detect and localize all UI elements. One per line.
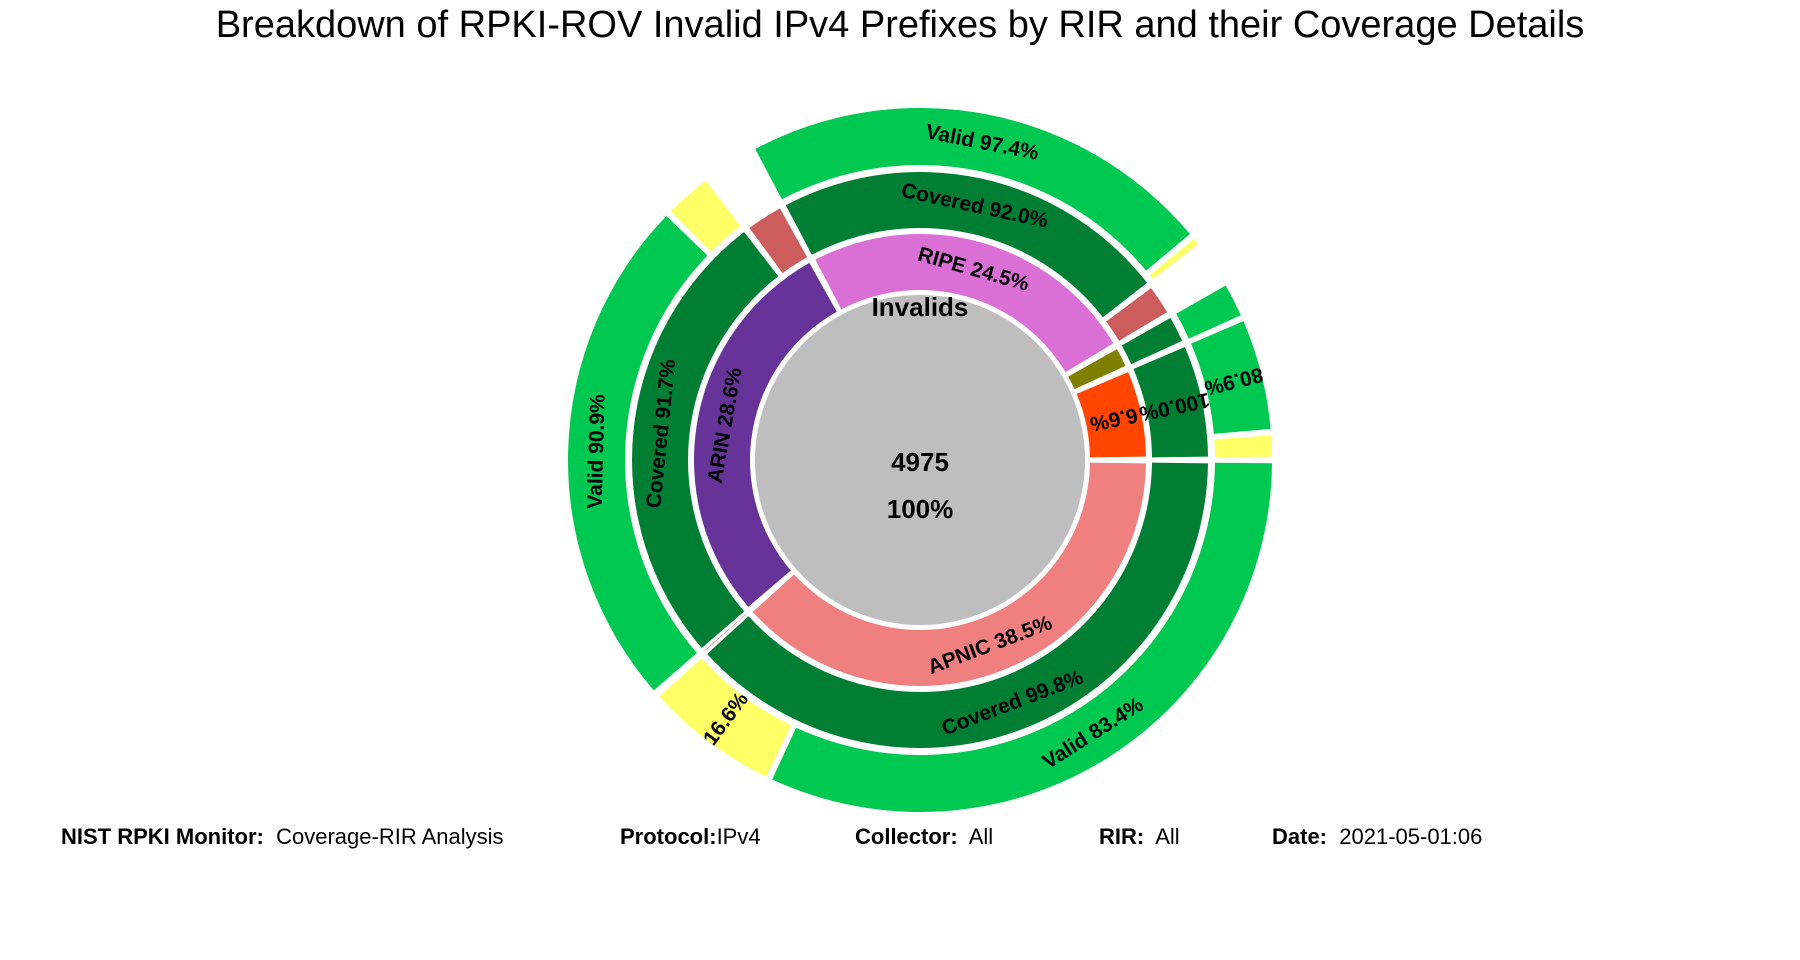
sunburst-rings: APNIC 38.5%Covered 99.8%Valid 83.4%16.6%… — [568, 108, 1272, 812]
rir-arc-ripe — [815, 233, 1114, 373]
footer-monitor-value: Coverage-RIR Analysis — [276, 824, 504, 849]
coverage-arc-arin-not-covered — [749, 208, 808, 274]
rir-arc-arin — [694, 262, 837, 607]
validity-arc-arin-other — [670, 180, 741, 252]
footer-date-key: Date: — [1272, 824, 1328, 849]
validity-arc-ripe-other — [1149, 239, 1199, 280]
validity-arc-apnic-valid — [772, 462, 1272, 812]
rir-arc-apnic — [752, 462, 1146, 686]
center-count: 4975 — [891, 447, 949, 477]
footer-rir: RIR: All — [1099, 824, 1180, 850]
coverage-arc-arin-covered — [632, 231, 779, 648]
rir-arc-other2 — [1076, 372, 1146, 458]
validity-arc-other-valid — [1176, 285, 1241, 339]
validity-label-arin-valid: Valid 90.9% — [584, 394, 610, 509]
footer-monitor-key: NIST RPKI Monitor: — [61, 824, 264, 849]
footer-collector-key: Collector: — [855, 824, 958, 849]
coverage-arc-ripe-covered — [785, 171, 1148, 318]
footer-protocol-value: IPv4 — [716, 824, 761, 849]
footer-collector-value: All — [968, 824, 994, 849]
coverage-arc-apnic-not-covered — [704, 613, 747, 652]
validity-arc-apnic-other — [659, 658, 792, 777]
center-percent: 100% — [887, 494, 954, 524]
validity-arc-other2-other — [1214, 435, 1272, 458]
center-disc — [755, 295, 1085, 625]
footer-protocol: Protocol:IPv4 — [620, 824, 761, 850]
chart-title: Breakdown of RPKI-ROV Invalid IPv4 Prefi… — [215, 4, 1585, 46]
coverage-arc-apnic-covered — [707, 462, 1208, 748]
footer-collector: Collector: All — [855, 824, 993, 850]
coverage-arc-ripe-not-covered — [1106, 288, 1168, 341]
validity-arc-arin-valid — [568, 215, 708, 691]
center-label: Invalids — [872, 292, 969, 322]
coverage-arc-other2-covered — [1133, 347, 1208, 458]
coverage-arc-other-covered — [1121, 317, 1183, 365]
footer-rir-key: RIR: — [1099, 824, 1145, 849]
footer-protocol-key: Protocol: — [620, 824, 717, 849]
footer: NIST RPKI Monitor: Coverage-RIR Analysis… — [0, 824, 1800, 864]
footer-date-value: 2021-05-01:06 — [1339, 824, 1483, 849]
validity-arc-ripe-valid — [755, 108, 1190, 271]
footer-monitor: NIST RPKI Monitor: Coverage-RIR Analysis — [61, 824, 504, 850]
footer-rir-value: All — [1155, 824, 1180, 849]
sunburst-chart: APNIC 38.5%Covered 99.8%Valid 83.4%16.6%… — [568, 108, 1272, 812]
footer-date: Date: 2021-05-01:06 — [1272, 824, 1482, 850]
rir-arc-other — [1068, 349, 1126, 390]
validity-arc-other2-valid — [1191, 321, 1271, 434]
